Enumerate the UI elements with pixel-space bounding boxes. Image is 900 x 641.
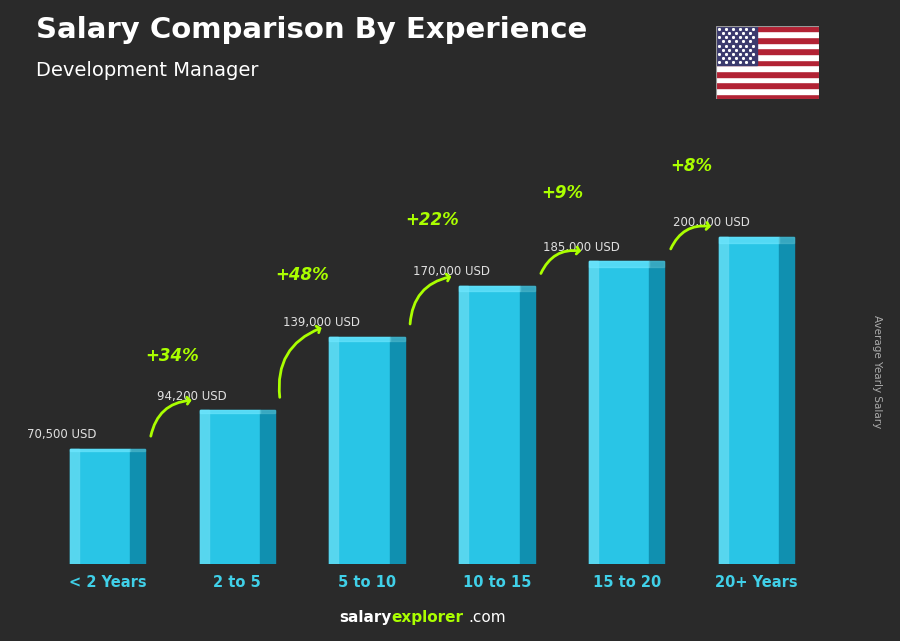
- Text: Average Yearly Salary: Average Yearly Salary: [872, 315, 883, 428]
- Bar: [519, 286, 535, 291]
- Bar: [716, 82, 819, 88]
- Bar: [459, 286, 468, 564]
- Text: .com: .com: [468, 610, 506, 625]
- Bar: [519, 286, 535, 564]
- Text: +34%: +34%: [146, 347, 199, 365]
- Bar: [779, 237, 794, 564]
- Bar: [716, 37, 819, 43]
- Bar: [200, 410, 209, 564]
- Bar: [130, 449, 145, 564]
- Text: explorer: explorer: [392, 610, 464, 625]
- Text: +22%: +22%: [405, 211, 459, 229]
- Bar: [716, 31, 819, 37]
- Bar: [590, 262, 649, 267]
- Bar: [716, 48, 819, 54]
- Text: +8%: +8%: [670, 156, 713, 174]
- Bar: [716, 77, 819, 82]
- Bar: [70, 449, 130, 451]
- Bar: [716, 26, 757, 65]
- Bar: [329, 337, 390, 564]
- Bar: [200, 410, 260, 564]
- Bar: [459, 286, 519, 291]
- Bar: [716, 65, 819, 71]
- Bar: [779, 237, 794, 243]
- Bar: [716, 54, 819, 60]
- Bar: [649, 262, 664, 564]
- Text: 170,000 USD: 170,000 USD: [413, 265, 490, 278]
- Text: +48%: +48%: [275, 267, 329, 285]
- Text: 200,000 USD: 200,000 USD: [672, 217, 750, 229]
- Bar: [70, 449, 130, 564]
- Bar: [390, 337, 405, 564]
- Bar: [390, 337, 405, 340]
- Text: Development Manager: Development Manager: [36, 61, 258, 80]
- Text: salary: salary: [339, 610, 392, 625]
- Bar: [260, 410, 274, 564]
- Bar: [130, 449, 145, 451]
- Bar: [719, 237, 779, 564]
- Bar: [70, 449, 79, 564]
- Bar: [329, 337, 390, 340]
- Bar: [716, 60, 819, 65]
- Bar: [716, 43, 819, 48]
- Bar: [716, 26, 819, 31]
- Bar: [716, 94, 819, 99]
- Bar: [716, 88, 819, 94]
- Bar: [719, 237, 728, 564]
- Text: Salary Comparison By Experience: Salary Comparison By Experience: [36, 16, 587, 44]
- Text: 139,000 USD: 139,000 USD: [284, 316, 360, 329]
- Bar: [649, 262, 664, 267]
- Text: 185,000 USD: 185,000 USD: [543, 241, 620, 254]
- Bar: [590, 262, 649, 564]
- Bar: [716, 71, 819, 77]
- Bar: [260, 410, 274, 413]
- Bar: [590, 262, 598, 564]
- Text: 94,200 USD: 94,200 USD: [157, 390, 227, 403]
- Text: 70,500 USD: 70,500 USD: [27, 428, 96, 442]
- Bar: [329, 337, 338, 564]
- Text: +9%: +9%: [541, 183, 583, 201]
- Bar: [459, 286, 519, 564]
- Bar: [200, 410, 260, 413]
- Bar: [719, 237, 779, 243]
